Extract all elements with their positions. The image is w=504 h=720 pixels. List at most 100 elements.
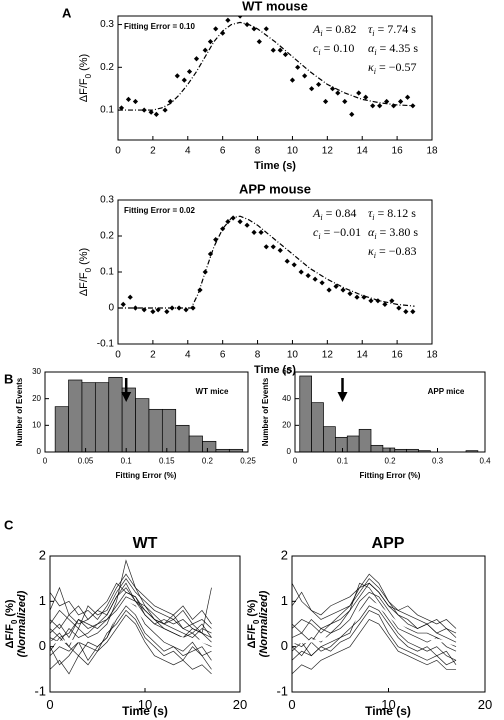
data-point (169, 305, 175, 311)
data-point (141, 107, 147, 113)
data-point (220, 226, 226, 232)
arrow-head (337, 392, 348, 402)
x-tick-label: 12 (322, 146, 334, 157)
x-tick-label: 0 (288, 697, 295, 712)
y-tick-label: 0.1 (100, 267, 114, 278)
y-tick-label: 60 (282, 367, 291, 376)
y-label-main: Number of Events (261, 377, 270, 446)
param-symbol: α (368, 225, 375, 239)
data-point (225, 219, 231, 225)
param-value: = 3.80 s (380, 225, 419, 239)
fit-parameter: Ai = 0.82 (312, 22, 356, 39)
y-tick-label: 2 (39, 547, 46, 562)
data-point (340, 287, 346, 293)
x-tick-label: 0 (115, 146, 121, 157)
x-tick-label: 14 (357, 146, 369, 157)
x-tick-label: 0.15 (159, 456, 175, 465)
y-tick-label: 30 (32, 367, 41, 376)
plot-area (118, 215, 416, 315)
data-point (316, 81, 322, 88)
data-point (354, 294, 360, 300)
data-point (404, 94, 411, 100)
bar (175, 424, 190, 452)
data-point (410, 103, 416, 109)
data-point (309, 86, 315, 92)
y-axis-label: ΔF/F0 (%) (246, 599, 261, 648)
data-point (377, 103, 383, 109)
data-point (225, 17, 231, 23)
x-axis-label: Fitting Error (%) (360, 471, 421, 480)
data-point (370, 103, 376, 109)
data-point (181, 77, 187, 83)
y-label-sub: 0 (252, 619, 261, 624)
trace-line (50, 586, 212, 638)
data-point (141, 307, 147, 313)
x-tick-label: 20 (478, 697, 492, 712)
bar (54, 406, 69, 452)
x-axis-label: Time (s) (254, 160, 296, 172)
data-point (291, 262, 297, 268)
y-label-tail: (%) (4, 599, 16, 620)
trace-line (292, 605, 457, 666)
x-axis-label: Time (s) (365, 704, 411, 718)
data-point (197, 287, 203, 293)
y-label-main: Number of Events (15, 377, 24, 446)
data-point (277, 47, 283, 53)
param-sub: i (320, 213, 322, 222)
param-sub: i (374, 48, 376, 57)
data-point (167, 98, 173, 105)
fit-parameter: ci = −0.01 (313, 225, 361, 242)
param-symbol: A (312, 22, 321, 36)
data-point (322, 98, 329, 105)
y-axis-label: ΔF/F0 (%) (78, 54, 93, 102)
bar (135, 398, 150, 452)
y-axis-note: (Normalized) (258, 590, 270, 657)
x-tick-label: 4 (185, 146, 191, 157)
trace-line (50, 559, 212, 648)
data-point (202, 47, 208, 53)
data-point (396, 305, 402, 311)
data-point (361, 294, 367, 300)
chart-title: WT (133, 535, 158, 552)
x-tick-label: 0.4 (479, 456, 491, 465)
annotation: Fitting Error = 0.02 (124, 206, 195, 215)
data-point (384, 98, 390, 105)
data-point (213, 237, 219, 243)
y-axis-label: Number of Events (15, 377, 24, 446)
bar (228, 448, 244, 452)
x-tick-label: 0.3 (432, 456, 444, 465)
data-point (263, 26, 269, 32)
chart-title: WT mouse (242, 0, 308, 13)
y-tick-label: 2 (281, 547, 288, 562)
trace-line (50, 573, 212, 625)
bar (346, 435, 360, 452)
arrow-head (121, 392, 132, 402)
param-symbol: c (313, 41, 319, 55)
data-point (391, 103, 397, 109)
data-point (342, 98, 348, 105)
data-point (220, 30, 226, 36)
x-tick-label: 16 (392, 350, 404, 361)
bar (68, 379, 83, 452)
data-point (190, 305, 196, 311)
y-tick-label: 0.1 (100, 105, 114, 116)
plot-frame (117, 199, 433, 345)
y-tick-label: 0 (281, 638, 288, 653)
x-axis-label: Time (s) (122, 704, 168, 718)
param-value: = 0.84 (326, 206, 357, 220)
y-label-main: ΔF/F (4, 624, 16, 649)
x-tick-label: 0.1 (121, 456, 133, 465)
x-tick-label: 12 (322, 350, 334, 361)
bar (299, 375, 312, 452)
y-tick-label: -1 (34, 683, 46, 698)
x-tick-label: 0 (43, 456, 48, 465)
arrow (121, 378, 132, 402)
y-tick-label: 20 (32, 394, 41, 403)
y-label-main: ΔF/F (78, 272, 90, 296)
bar (188, 435, 203, 452)
fit-parameter: αi = 3.80 s (368, 225, 418, 242)
fit-parameter: αi = 4.35 s (368, 41, 418, 58)
data-point (251, 26, 257, 32)
annotation: Fitting Error = 0.10 (124, 22, 195, 31)
trace-line (50, 605, 212, 661)
